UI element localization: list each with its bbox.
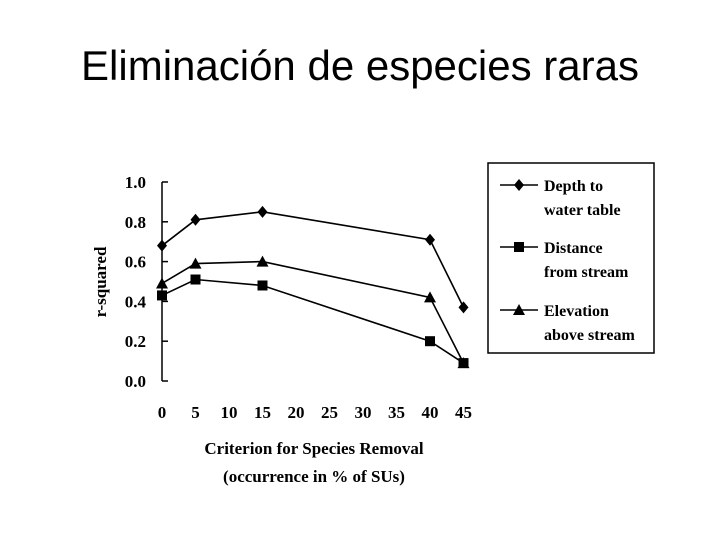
legend-label-line1: Distance <box>544 240 603 257</box>
x-tick-label: 30 <box>355 403 372 422</box>
data-point <box>256 255 269 267</box>
y-tick-label: 0.4 <box>125 292 147 311</box>
y-tick-label: 0.2 <box>125 332 146 351</box>
series-line <box>161 260 465 364</box>
series-line <box>161 278 464 364</box>
legend-box <box>487 162 655 354</box>
series-1 <box>157 274 469 369</box>
data-point <box>157 239 167 252</box>
legend-label-line1: Depth to <box>544 178 603 195</box>
x-tick-label: 10 <box>221 403 238 422</box>
x-axis-label-line2: (occurrence in % of SUs) <box>223 467 405 486</box>
series-2 <box>156 255 470 369</box>
y-tick-label: 0.8 <box>125 213 146 232</box>
x-tick-label: 15 <box>254 403 271 422</box>
data-point <box>458 301 469 314</box>
y-tick-label: 0.6 <box>125 253 146 272</box>
x-tick-label: 40 <box>422 403 439 422</box>
legend-label-line1: Elevation <box>544 303 609 320</box>
x-tick-label: 0 <box>158 403 167 422</box>
chart-series <box>156 205 470 369</box>
data-point <box>424 291 436 303</box>
data-point <box>156 277 168 289</box>
legend-label-line2: water table <box>544 202 621 219</box>
legend-marker <box>514 179 524 191</box>
chart-legend: Depth to water table Distance from stream El… <box>487 162 655 354</box>
data-point <box>190 213 201 226</box>
x-tick-label: 35 <box>388 403 405 422</box>
data-point <box>190 274 201 285</box>
x-tick-label: 20 <box>288 403 305 422</box>
slide-title: Eliminación de especies raras <box>81 42 639 89</box>
legend-label-line2: above stream <box>544 327 635 344</box>
data-point <box>457 357 470 369</box>
series-0 <box>157 205 469 314</box>
chart-axes: 0.0 0.2 0.4 0.6 0.8 1.0 0 5 10 15 20 25 30 35 40 45 r-sq… <box>91 173 472 486</box>
data-point <box>425 233 435 246</box>
y-tick-label: 1.0 <box>125 173 146 192</box>
x-tick-label: 25 <box>321 403 338 422</box>
x-tick-label: 5 <box>191 403 200 422</box>
legend-label-line2: from stream <box>544 264 629 281</box>
data-point <box>425 336 435 347</box>
data-point <box>189 257 202 269</box>
series-line <box>161 211 465 308</box>
y-axis-label: r-squared <box>91 246 110 317</box>
x-axis-label-line1: Criterion for Species Removal <box>204 439 423 458</box>
data-point <box>257 280 268 291</box>
y-tick-label: 0.0 <box>125 372 146 391</box>
x-tick-label: 45 <box>455 403 472 422</box>
legend-marker <box>514 242 524 252</box>
legend-marker <box>513 304 525 315</box>
data-point <box>157 290 167 301</box>
data-point <box>257 205 268 218</box>
